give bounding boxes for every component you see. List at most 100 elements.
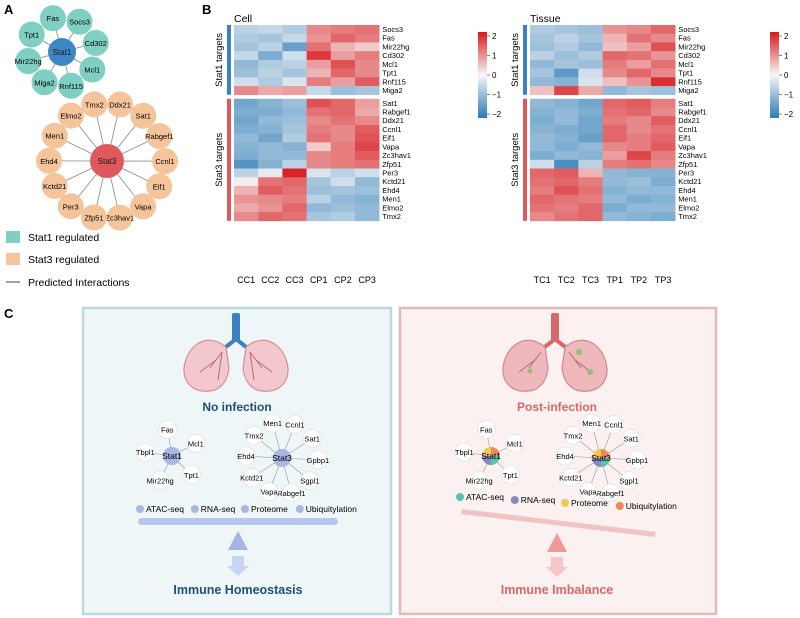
heatmap-cell	[282, 42, 307, 52]
heatmap-cell	[306, 25, 332, 35]
heatmap-cell	[234, 159, 259, 169]
lungs-infected-illustration	[502, 313, 608, 392]
heatmap-cell	[234, 124, 259, 134]
heatmap-cell	[602, 59, 628, 69]
heatmap-cell	[282, 98, 307, 108]
hub-node-segment	[482, 447, 491, 456]
gene-node-label: Sat1	[136, 112, 151, 121]
heatmap-cell	[330, 177, 356, 187]
heatmap-cell	[234, 68, 259, 78]
heatmap-cell	[554, 203, 579, 213]
heatmap-cell	[602, 159, 628, 169]
omics-legend-label: ATAC-seq	[466, 492, 504, 502]
heatmap-cell	[626, 107, 652, 117]
row-group-bar-stat1	[227, 25, 231, 95]
gene-node	[15, 48, 42, 75]
heatmap-cell	[258, 25, 283, 35]
heatmap-cell	[602, 33, 628, 43]
heatmap-cell	[330, 124, 356, 134]
omics-legend-label: Proteome	[571, 498, 608, 508]
heatmap-cell	[651, 42, 676, 52]
row-label: Rabgef1	[382, 107, 410, 116]
row-group-label-stat1: Stat1 targets	[214, 33, 225, 87]
heatmap-cell	[258, 51, 283, 61]
heatmap-cell	[578, 77, 603, 87]
gene-node	[601, 483, 620, 503]
heatmap-cell	[554, 77, 579, 87]
heatmap-cell	[234, 177, 259, 187]
omics-legend-label: Ubiquitylation	[626, 501, 677, 511]
column-label: TP1	[606, 275, 623, 285]
panel-c-left-title: No infection	[202, 400, 271, 414]
heatmap-cell	[234, 59, 259, 69]
colorbar-tick-label: 1	[492, 52, 497, 61]
heatmap-cell	[355, 203, 380, 213]
row-label: Mcl1	[382, 60, 398, 69]
heatmap-cell	[554, 151, 579, 161]
heatmap-cell	[651, 203, 676, 213]
heatmap-cell	[626, 25, 652, 35]
heatmap-title: Tissue	[530, 13, 561, 25]
heatmap-cell	[602, 107, 628, 117]
heatmap-cell	[602, 77, 628, 87]
hub-node	[163, 447, 181, 465]
gene-node-label: Fas	[47, 14, 60, 23]
gene-node-label: Gpbp1	[626, 456, 649, 465]
heatmap-cell	[306, 33, 332, 43]
heatmap-cell	[626, 159, 652, 169]
heatmap-cell	[330, 142, 356, 152]
row-label: Vapa	[382, 142, 400, 151]
heatmap-cell	[330, 25, 356, 35]
heatmap-cell	[578, 107, 603, 117]
heatmap-cell	[330, 59, 356, 69]
heatmap-cell	[626, 51, 652, 61]
gene-node-label: Rabgef1	[277, 489, 305, 498]
hub-node-segment	[592, 449, 601, 458]
heatmap-cell	[355, 51, 380, 61]
heatmap-cell	[258, 42, 283, 52]
gene-node	[469, 470, 489, 490]
heatmap-cell	[306, 142, 332, 152]
gene-node	[236, 446, 256, 466]
gene-node-label: Sgpl1	[300, 477, 319, 486]
heatmap-cell	[651, 33, 676, 43]
gene-node-label: Mcl1	[507, 439, 523, 448]
heatmap-cell	[651, 159, 676, 169]
heatmap-cell	[306, 159, 332, 169]
heatmap-cell	[530, 51, 555, 61]
heatmap-cell	[602, 42, 628, 52]
balance-bar-left	[138, 518, 338, 525]
heatmap-cell	[306, 68, 332, 78]
hub-node-segment	[601, 449, 610, 458]
heatmap-cell	[626, 151, 652, 161]
heatmap-cell	[355, 159, 380, 169]
heatmap-cell	[234, 212, 259, 222]
heatmap-cell	[306, 177, 332, 187]
panel-label-a: A	[4, 2, 14, 17]
gene-node-label: Sat1	[623, 434, 638, 443]
gene-node	[563, 426, 583, 445]
heatmap-cell	[626, 194, 652, 204]
gene-node	[561, 468, 581, 487]
heatmap-cell	[355, 185, 380, 195]
heatmap-cell	[234, 133, 259, 143]
heatmap-cell	[578, 133, 603, 143]
gene-node-label: Mir22hg	[147, 476, 174, 485]
row-label: Mcl1	[678, 60, 694, 69]
heatmap-cell	[234, 185, 259, 195]
heatmap-cell	[282, 168, 307, 178]
heatmap-cell	[554, 25, 579, 35]
heatmap-cell	[578, 151, 603, 161]
heatmap-cell	[234, 98, 259, 108]
heatmap-cell	[282, 159, 307, 169]
heatmap-cell	[530, 68, 555, 78]
heatmap-cell	[554, 116, 579, 126]
heatmap-cell	[602, 68, 628, 78]
row-label: Tmx2	[678, 212, 697, 221]
heatmap-cell	[651, 25, 676, 35]
heatmap-cell	[282, 194, 307, 204]
heatmap-cell	[530, 142, 555, 152]
heatmap-cell	[651, 86, 676, 96]
heatmap-cell	[330, 98, 356, 108]
heatmap-cell	[306, 59, 332, 69]
